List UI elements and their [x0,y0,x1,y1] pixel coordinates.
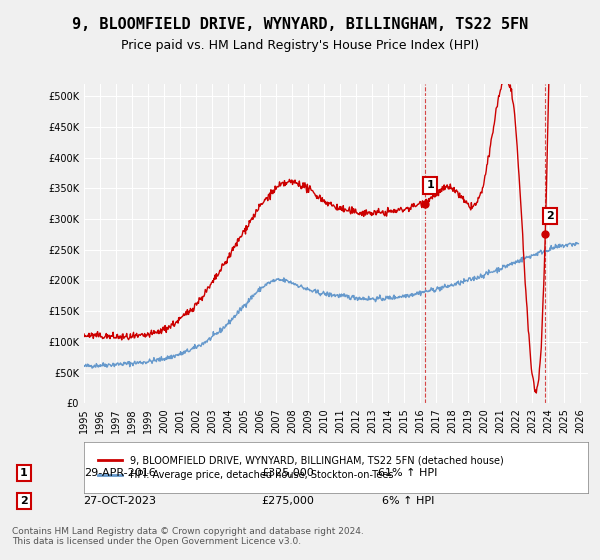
Text: 2: 2 [20,496,28,506]
Text: £325,000: £325,000 [262,468,314,478]
Text: £275,000: £275,000 [262,496,314,506]
Text: 27-OCT-2023: 27-OCT-2023 [83,496,157,506]
Text: Contains HM Land Registry data © Crown copyright and database right 2024.
This d: Contains HM Land Registry data © Crown c… [12,526,364,546]
Text: 1: 1 [20,468,28,478]
Text: 2: 2 [546,211,554,221]
Text: 6% ↑ HPI: 6% ↑ HPI [382,496,434,506]
Text: 1: 1 [426,180,434,190]
Text: 61% ↑ HPI: 61% ↑ HPI [379,468,437,478]
Text: Price paid vs. HM Land Registry's House Price Index (HPI): Price paid vs. HM Land Registry's House … [121,39,479,52]
Text: 9, BLOOMFIELD DRIVE, WYNYARD, BILLINGHAM, TS22 5FN: 9, BLOOMFIELD DRIVE, WYNYARD, BILLINGHAM… [72,17,528,32]
Legend: 9, BLOOMFIELD DRIVE, WYNYARD, BILLINGHAM, TS22 5FN (detached house), HPI: Averag: 9, BLOOMFIELD DRIVE, WYNYARD, BILLINGHAM… [94,451,508,484]
Text: 29-APR-2016: 29-APR-2016 [84,468,156,478]
